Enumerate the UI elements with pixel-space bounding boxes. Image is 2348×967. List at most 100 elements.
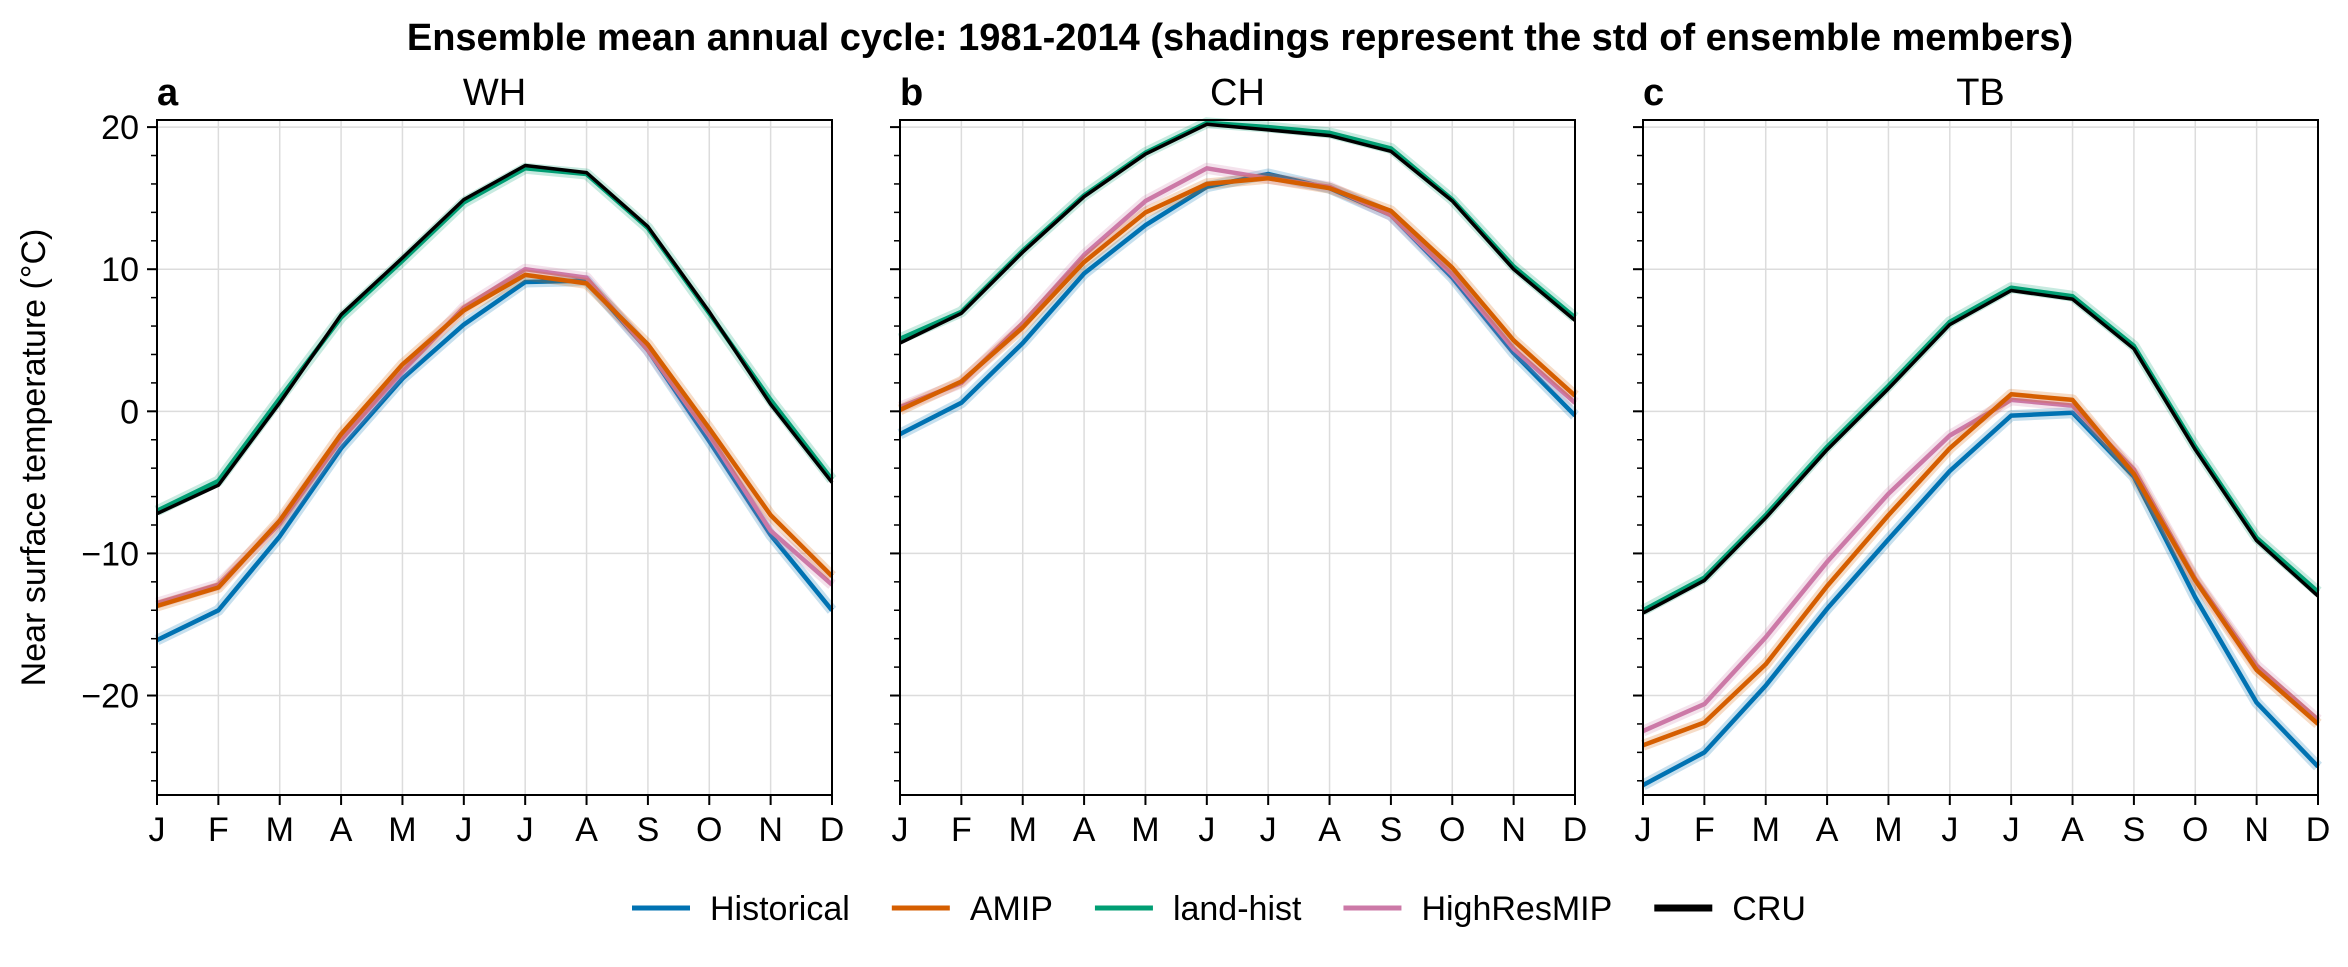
data-point-amip (401, 363, 403, 365)
legend-label: AMIP (970, 890, 1053, 928)
data-point-historical (1083, 272, 1085, 274)
legend-item-historical: Historical (632, 890, 850, 928)
x-tick-label: M (1874, 811, 1902, 849)
x-tick-label: J (517, 811, 534, 849)
data-point-highresmip (1949, 434, 1951, 436)
data-point-amip (524, 274, 526, 276)
x-tick-label: A (1073, 811, 1096, 849)
data-point-cru (2255, 539, 2257, 541)
data-point-highresmip (1144, 200, 1146, 202)
panel-title: CH (1210, 72, 1265, 114)
data-point-historical (217, 609, 219, 611)
legend-item-cru: CRU (1654, 890, 1806, 928)
data-point-cru (463, 198, 465, 200)
y-tick-label: −20 (81, 678, 139, 716)
series-line-amip (156, 272, 834, 609)
data-point-land-hist (2071, 295, 2073, 297)
x-tick-label: A (1318, 811, 1341, 849)
plot-area (1643, 120, 2318, 795)
data-point-amip (1083, 261, 1085, 263)
x-tick-label: S (637, 811, 660, 849)
series-line-amip (899, 176, 1577, 412)
x-tick-label: D (2306, 811, 2331, 849)
data-point-amip (1949, 447, 1951, 449)
x-tick-label: M (266, 811, 294, 849)
x-tick-label: J (2003, 811, 2020, 849)
legend-label: Historical (710, 890, 850, 928)
data-point-cru (2071, 298, 2073, 300)
data-point-amip (463, 309, 465, 311)
x-tick-label: S (1380, 811, 1403, 849)
legend: Historical AMIP land-hist HighResMIP CRU (632, 890, 1806, 928)
data-point-historical (463, 323, 465, 325)
data-point-historical (960, 402, 962, 404)
legend-item-amip: AMIP (891, 890, 1053, 928)
data-point-amip (1144, 211, 1146, 213)
data-point-cru (708, 311, 710, 313)
data-point-amip (1390, 210, 1392, 212)
data-point-amip (1328, 187, 1330, 189)
data-point-amip (217, 586, 219, 588)
x-tick-label: M (1009, 811, 1037, 849)
data-point-cru (1390, 150, 1392, 152)
series-line-highresmip (899, 166, 1577, 410)
panel-label: c (1643, 72, 1664, 114)
x-tick-label: F (1694, 811, 1715, 849)
legend-label: CRU (1732, 890, 1806, 928)
x-tick-label: J (1941, 811, 1958, 849)
data-point-cru (1512, 268, 1514, 270)
y-axis-label: Near surface temperature (°C) (15, 229, 53, 687)
data-point-historical (1826, 608, 1828, 610)
data-point-amip (2010, 393, 2012, 395)
series-line-historical (156, 278, 834, 643)
data-point-highresmip (1765, 636, 1767, 638)
data-point-historical (1022, 342, 1024, 344)
data-point-amip (1022, 326, 1024, 328)
data-point-cru (769, 403, 771, 405)
data-point-amip (1826, 585, 1828, 587)
data-point-amip (2194, 579, 2196, 581)
data-point-amip (2255, 669, 2257, 671)
x-tick-label: O (2182, 811, 2208, 849)
data-point-cru (2133, 348, 2135, 350)
data-point-cru (340, 313, 342, 315)
data-point-cru (1267, 129, 1269, 131)
series-line-cru (1642, 288, 2320, 615)
legend-label: HighResMIP (1421, 890, 1612, 928)
data-point-cru (1451, 200, 1453, 202)
x-tick-label: J (455, 811, 472, 849)
data-point-historical (2194, 596, 2196, 598)
series-line-amip (1642, 392, 2320, 748)
data-point-cru (585, 171, 587, 173)
x-tick-label: N (2244, 811, 2269, 849)
data-point-cru (647, 225, 649, 227)
panel-label: a (157, 72, 179, 114)
data-point-amip (1765, 663, 1767, 665)
data-point-cru (401, 257, 403, 259)
x-tick-label: J (1635, 811, 1652, 849)
data-point-highresmip (1826, 561, 1828, 563)
data-point-amip (960, 380, 962, 382)
data-point-cru (1949, 323, 1951, 325)
data-point-amip (2071, 399, 2073, 401)
data-point-cru (1887, 387, 1889, 389)
legend-item-land-hist: land-hist (1094, 890, 1302, 928)
data-point-cru (217, 484, 219, 486)
data-point-amip (1887, 514, 1889, 516)
data-point-amip (708, 427, 710, 429)
x-tick-label: M (388, 811, 416, 849)
x-tick-label: O (696, 811, 722, 849)
data-point-cru (960, 312, 962, 314)
data-point-land-hist (2010, 286, 2012, 288)
data-point-cru (524, 164, 526, 166)
x-tick-label: D (820, 811, 845, 849)
x-tick-label: F (208, 811, 229, 849)
data-point-amip (2133, 473, 2135, 475)
data-point-historical (1703, 751, 1705, 753)
y-tick-label: −10 (81, 535, 139, 573)
x-tick-label: J (892, 811, 909, 849)
data-point-amip (769, 514, 771, 516)
